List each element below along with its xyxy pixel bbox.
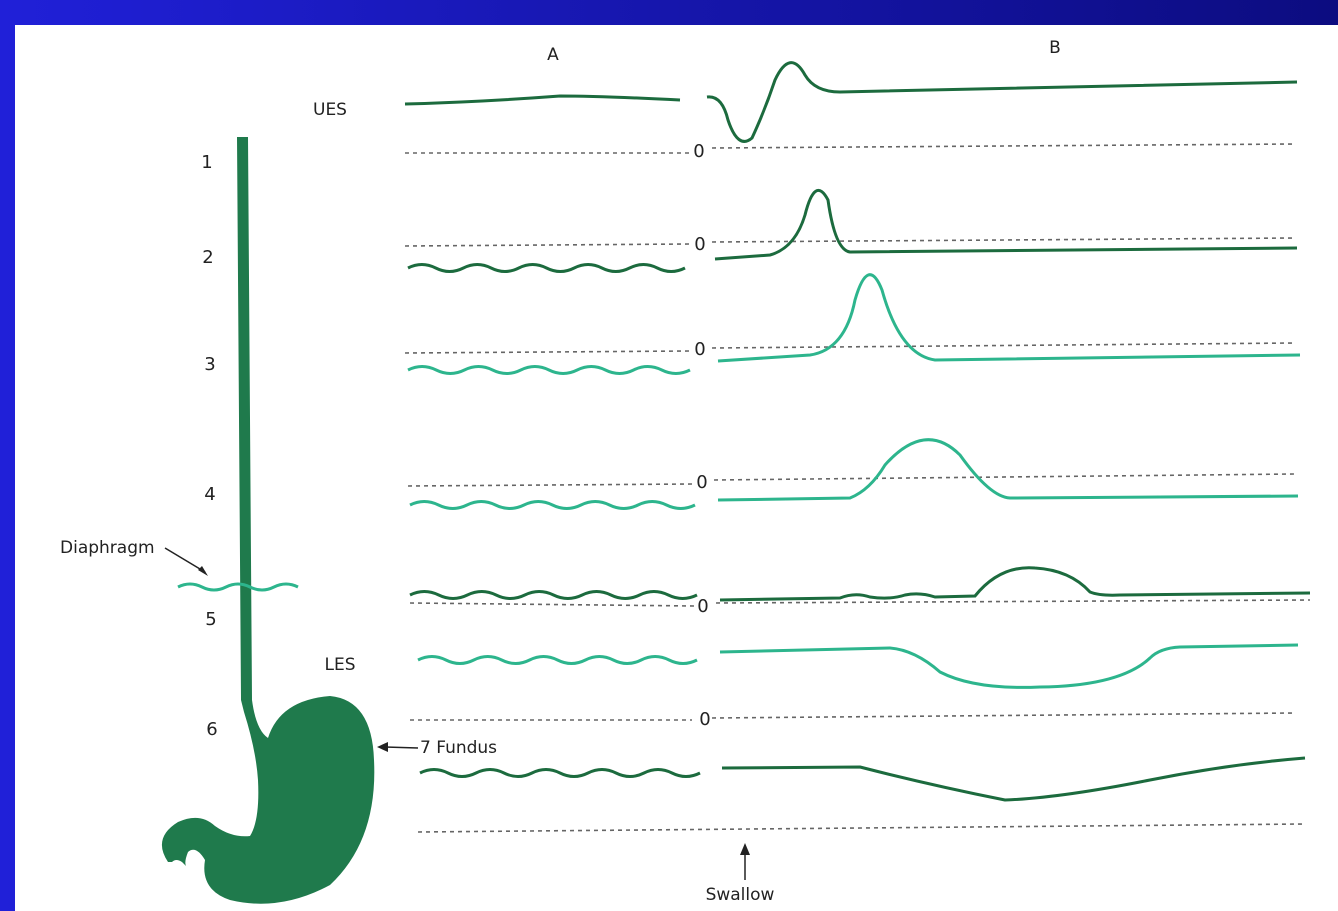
trace bbox=[706, 61, 1298, 143]
level-label: 6 bbox=[206, 719, 217, 740]
trace bbox=[407, 263, 686, 273]
trace bbox=[409, 590, 698, 600]
swallow-label: Swallow bbox=[706, 885, 775, 905]
trace bbox=[719, 566, 1311, 602]
trace bbox=[419, 768, 701, 778]
baseline bbox=[404, 342, 1296, 354]
trace bbox=[417, 655, 698, 665]
arrowhead bbox=[740, 843, 750, 855]
baseline bbox=[409, 599, 1311, 607]
baseline bbox=[417, 823, 1306, 833]
stomach bbox=[161, 137, 375, 904]
level-label: 1 bbox=[201, 152, 212, 173]
zero-label: 0 bbox=[693, 141, 704, 162]
trace bbox=[404, 94, 681, 106]
zero-label: 0 bbox=[694, 234, 705, 255]
level-label: 2 bbox=[202, 247, 213, 268]
diaphragm-line bbox=[177, 582, 299, 592]
level-label: 4 bbox=[204, 484, 215, 505]
trace bbox=[714, 188, 1298, 261]
zero-label: 0 bbox=[699, 709, 710, 730]
sphincter-label: UES bbox=[313, 100, 347, 120]
traces-a bbox=[407, 263, 701, 778]
zero-label: 0 bbox=[697, 596, 708, 617]
level-label: 5 bbox=[205, 609, 216, 630]
arrowhead bbox=[198, 566, 208, 576]
arrow bbox=[384, 746, 419, 749]
trace bbox=[409, 500, 696, 510]
trace bbox=[721, 756, 1306, 802]
trace bbox=[717, 273, 1301, 363]
arrow bbox=[164, 547, 206, 573]
baseline bbox=[407, 473, 1296, 487]
baselines bbox=[404, 143, 1311, 833]
column-label: B bbox=[1049, 38, 1061, 58]
trace bbox=[717, 438, 1299, 502]
traces-b bbox=[706, 61, 1311, 802]
arrowhead bbox=[377, 742, 388, 752]
fundus-label: 7 Fundus bbox=[420, 738, 497, 758]
sphincter-label: LES bbox=[324, 655, 355, 675]
column-label: A bbox=[547, 45, 559, 65]
panel bbox=[15, 25, 1338, 911]
level-label: 3 bbox=[204, 354, 215, 375]
trace bbox=[407, 365, 691, 375]
baseline bbox=[410, 712, 1296, 721]
zero-label: 0 bbox=[696, 472, 707, 493]
diaphragm-label: Diaphragm bbox=[60, 538, 155, 558]
zero-label: 0 bbox=[694, 339, 705, 360]
baseline bbox=[404, 237, 1296, 247]
trace bbox=[719, 643, 1299, 689]
baseline bbox=[405, 143, 1296, 154]
